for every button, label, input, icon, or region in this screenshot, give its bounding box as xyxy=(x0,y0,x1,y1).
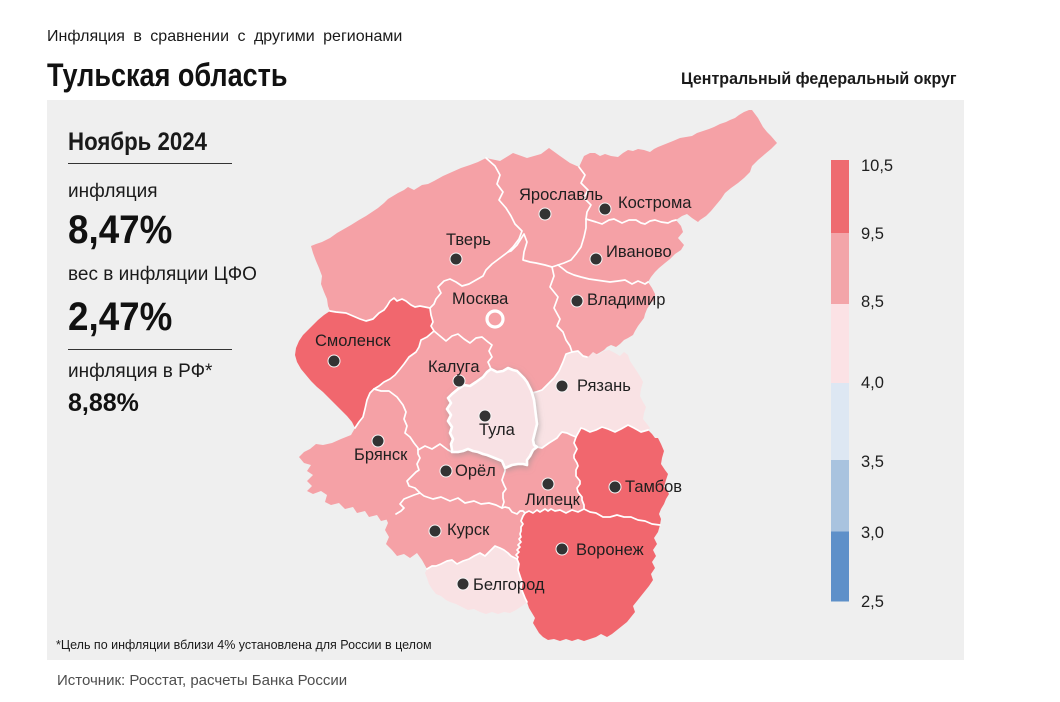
svg-text:Белгород: Белгород xyxy=(473,576,545,594)
svg-text:Иваново: Иваново xyxy=(606,243,672,261)
svg-text:10,5: 10,5 xyxy=(861,157,893,175)
svg-text:Липецк: Липецк xyxy=(525,491,581,509)
svg-text:Орёл: Орёл xyxy=(455,462,496,480)
svg-text:Ярославль: Ярославль xyxy=(519,186,603,204)
svg-text:4,0: 4,0 xyxy=(861,374,884,392)
svg-text:8,5: 8,5 xyxy=(861,293,884,311)
svg-text:Калуга: Калуга xyxy=(428,358,480,376)
svg-text:3,5: 3,5 xyxy=(861,453,884,471)
svg-text:Москва: Москва xyxy=(452,290,509,308)
svg-text:Рязань: Рязань xyxy=(577,377,631,395)
svg-text:Смоленск: Смоленск xyxy=(315,332,391,350)
svg-text:Кострома: Кострома xyxy=(618,194,692,212)
svg-text:Курск: Курск xyxy=(447,521,490,539)
svg-text:9,5: 9,5 xyxy=(861,225,884,243)
svg-text:Брянск: Брянск xyxy=(354,446,408,464)
svg-text:Тамбов: Тамбов xyxy=(625,478,682,496)
svg-text:3,0: 3,0 xyxy=(861,524,884,542)
svg-text:Владимир: Владимир xyxy=(587,291,665,309)
svg-text:Воронеж: Воронеж xyxy=(576,541,644,559)
svg-text:Тула: Тула xyxy=(479,421,516,439)
svg-text:Тверь: Тверь xyxy=(446,231,491,249)
svg-text:2,5: 2,5 xyxy=(861,593,884,611)
